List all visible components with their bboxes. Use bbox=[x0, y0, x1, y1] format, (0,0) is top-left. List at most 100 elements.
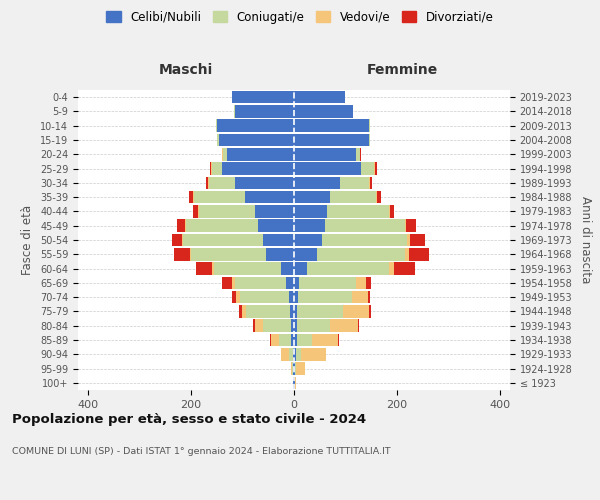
Bar bbox=[212, 162, 222, 175]
Bar bbox=[199, 205, 256, 218]
Bar bbox=[404, 220, 406, 232]
Bar bbox=[407, 234, 410, 246]
Bar bbox=[193, 191, 194, 203]
Bar bbox=[291, 362, 292, 375]
Bar bbox=[294, 348, 296, 360]
Bar bbox=[390, 205, 394, 218]
Bar bbox=[292, 362, 293, 375]
Bar bbox=[271, 334, 278, 346]
Bar bbox=[294, 334, 296, 346]
Bar bbox=[294, 262, 307, 275]
Bar bbox=[338, 334, 339, 346]
Bar bbox=[222, 162, 294, 175]
Bar bbox=[356, 276, 366, 289]
Bar bbox=[389, 262, 394, 275]
Bar bbox=[307, 262, 389, 275]
Bar bbox=[295, 376, 296, 389]
Bar bbox=[194, 191, 245, 203]
Bar bbox=[294, 191, 330, 203]
Bar bbox=[296, 334, 312, 346]
Bar bbox=[360, 148, 361, 160]
Bar bbox=[298, 291, 352, 304]
Bar bbox=[343, 305, 368, 318]
Bar bbox=[294, 248, 317, 260]
Bar bbox=[217, 134, 220, 146]
Bar bbox=[190, 248, 191, 260]
Bar bbox=[294, 276, 299, 289]
Bar bbox=[174, 248, 190, 260]
Bar bbox=[296, 348, 301, 360]
Bar bbox=[361, 162, 374, 175]
Bar bbox=[278, 334, 292, 346]
Bar bbox=[182, 234, 184, 246]
Bar bbox=[404, 248, 409, 260]
Bar bbox=[198, 205, 199, 218]
Bar bbox=[184, 234, 263, 246]
Bar bbox=[216, 120, 217, 132]
Bar bbox=[377, 191, 382, 203]
Bar bbox=[294, 148, 356, 160]
Bar bbox=[211, 162, 212, 175]
Bar bbox=[294, 105, 353, 118]
Bar bbox=[236, 291, 240, 304]
Bar bbox=[368, 305, 371, 318]
Text: Popolazione per età, sesso e stato civile - 2024: Popolazione per età, sesso e stato civil… bbox=[12, 412, 366, 426]
Bar bbox=[294, 305, 296, 318]
Bar bbox=[290, 305, 294, 318]
Y-axis label: Fasce di età: Fasce di età bbox=[22, 205, 34, 275]
Bar bbox=[188, 191, 193, 203]
Bar bbox=[235, 105, 294, 118]
Bar bbox=[410, 234, 425, 246]
Bar bbox=[286, 276, 294, 289]
Bar bbox=[299, 276, 356, 289]
Bar bbox=[368, 176, 370, 189]
Bar bbox=[289, 348, 293, 360]
Bar bbox=[374, 162, 375, 175]
Bar bbox=[185, 220, 186, 232]
Bar bbox=[235, 176, 294, 189]
Bar bbox=[368, 120, 370, 132]
Bar bbox=[375, 162, 377, 175]
Bar bbox=[376, 191, 377, 203]
Text: Femmine: Femmine bbox=[367, 64, 437, 78]
Bar bbox=[227, 148, 294, 160]
Bar bbox=[322, 234, 407, 246]
Bar bbox=[294, 120, 368, 132]
Bar bbox=[295, 362, 296, 375]
Bar bbox=[258, 220, 294, 232]
Bar bbox=[240, 291, 289, 304]
Bar bbox=[232, 276, 235, 289]
Bar bbox=[208, 176, 209, 189]
Bar bbox=[206, 176, 208, 189]
Bar bbox=[294, 176, 340, 189]
Bar bbox=[196, 262, 212, 275]
Bar bbox=[256, 205, 294, 218]
Bar bbox=[235, 276, 286, 289]
Bar bbox=[263, 320, 292, 332]
Bar bbox=[270, 334, 271, 346]
Bar bbox=[294, 234, 322, 246]
Bar bbox=[330, 191, 376, 203]
Bar bbox=[368, 291, 370, 304]
Bar bbox=[253, 320, 256, 332]
Bar bbox=[177, 220, 185, 232]
Bar bbox=[294, 162, 361, 175]
Bar bbox=[301, 348, 326, 360]
Bar bbox=[186, 220, 258, 232]
Bar bbox=[239, 305, 242, 318]
Bar bbox=[281, 262, 294, 275]
Bar bbox=[232, 291, 236, 304]
Bar bbox=[294, 220, 325, 232]
Bar bbox=[294, 291, 298, 304]
Bar bbox=[294, 205, 328, 218]
Bar bbox=[368, 134, 370, 146]
Bar bbox=[294, 320, 296, 332]
Bar bbox=[406, 220, 416, 232]
Bar bbox=[292, 334, 294, 346]
Bar bbox=[294, 91, 346, 104]
Bar bbox=[222, 276, 232, 289]
Bar bbox=[409, 248, 429, 260]
Bar bbox=[172, 234, 182, 246]
Bar bbox=[222, 148, 223, 160]
Bar bbox=[220, 134, 294, 146]
